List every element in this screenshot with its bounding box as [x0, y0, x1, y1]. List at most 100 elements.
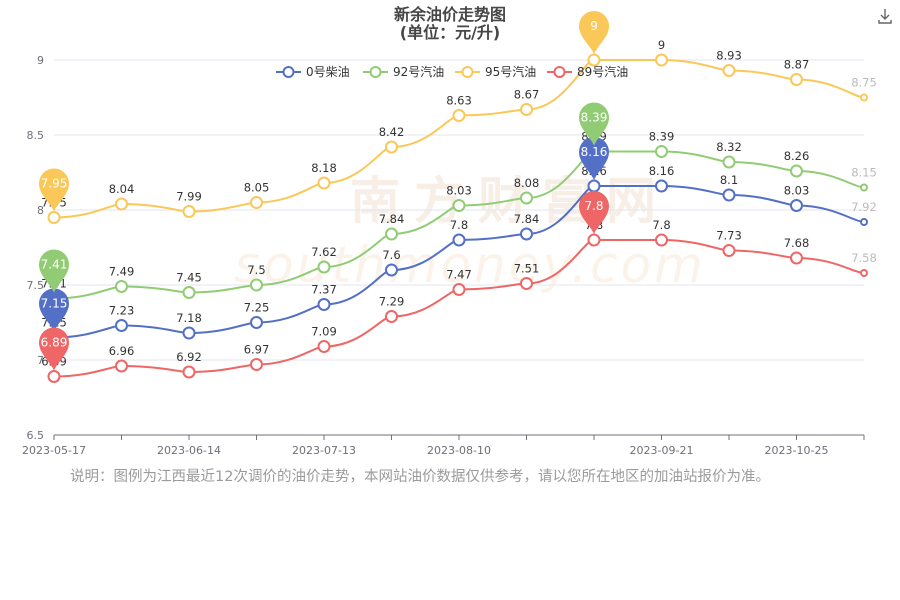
data-label: 8.63	[446, 94, 472, 108]
data-label: 7.58	[851, 251, 877, 265]
pin-label: 8.16	[581, 145, 608, 159]
data-point	[587, 179, 601, 193]
y-tick-label: 7	[37, 354, 44, 367]
legend[interactable]: 0号柴油 92号汽油 95号汽油 89号汽油	[276, 64, 628, 79]
data-point	[520, 191, 533, 205]
data-point	[182, 365, 196, 379]
data-label: 7.99	[176, 190, 202, 204]
data-point	[317, 298, 331, 311]
data-point	[115, 197, 128, 211]
legend-marker	[282, 66, 295, 78]
data-point	[722, 155, 736, 169]
pin-shape	[579, 137, 609, 180]
pin-label: 9	[590, 19, 598, 33]
data-point	[655, 53, 668, 67]
data-point	[452, 233, 466, 247]
mark-point-pin: 6.89	[39, 327, 69, 371]
data-label: 7.49	[109, 265, 135, 279]
data-point	[452, 283, 466, 296]
data-point	[385, 263, 398, 277]
watermark-en: southmoney.com	[234, 236, 706, 294]
data-label: 7.29	[379, 295, 405, 309]
data-label: 8.93	[716, 49, 742, 63]
data-label: 7.09	[311, 325, 337, 339]
data-label: 7.51	[514, 262, 540, 276]
chart-note: 说明：图例为江西最近12次调价的油价走势，本网站油价数据仅供参考，请以您所在地区…	[70, 469, 770, 485]
pin-shape	[39, 288, 69, 332]
data-label: 7.47	[446, 268, 472, 282]
data-label: 8.03	[446, 184, 472, 198]
x-tick-label: 2023-08-10	[427, 444, 491, 457]
legend-item-1[interactable]: 92号汽油	[363, 64, 444, 79]
data-point	[317, 176, 331, 190]
legend-marker	[461, 66, 474, 78]
x-tick-label: 2023-09-21	[630, 444, 694, 457]
data-point	[250, 358, 263, 371]
data-label: 8.04	[109, 182, 135, 196]
data-point	[860, 183, 868, 192]
mark-point-pin: 7.15	[39, 288, 69, 332]
pin-shape	[39, 327, 69, 371]
y-tick-label: 9	[37, 54, 44, 67]
data-point	[47, 211, 61, 224]
legend-label: 0号柴油	[306, 65, 350, 79]
y-tick-label: 8	[37, 204, 44, 217]
data-point	[520, 227, 533, 241]
legend-label: 92号汽油	[393, 64, 444, 79]
data-label: 8.87	[784, 58, 810, 72]
data-label: 6.92	[176, 350, 202, 364]
pin-shape	[579, 191, 609, 234]
pin-label: 8.39	[581, 111, 608, 125]
data-point	[182, 205, 196, 218]
mark-point-pin: 8.39	[579, 102, 609, 146]
data-point	[722, 188, 736, 202]
mark-point-pin: 7.41	[39, 249, 69, 293]
pin-shape	[579, 102, 609, 146]
y-tick-label: 6.5	[27, 429, 45, 442]
data-label: 7.62	[311, 245, 337, 259]
data-point	[250, 278, 263, 292]
data-label: 7.84	[379, 212, 405, 226]
data-label: 8.67	[514, 88, 540, 102]
data-point	[385, 227, 398, 241]
chart-title: 新余油价走势图	[394, 5, 506, 24]
data-point	[317, 260, 331, 274]
pin-label: 7.95	[41, 177, 68, 191]
data-label: 7.37	[311, 283, 337, 297]
download-icon[interactable]	[878, 9, 892, 24]
data-label: 6.97	[244, 343, 270, 357]
data-label: 8.03	[784, 184, 810, 198]
data-label: 8.16	[649, 164, 675, 178]
data-point	[722, 244, 736, 257]
legend-item-2[interactable]: 95号汽油	[455, 64, 536, 79]
legend-item-3[interactable]: 89号汽油	[547, 64, 628, 79]
data-point	[385, 310, 398, 323]
mark-point-pin: 7.95	[39, 168, 69, 212]
data-point	[860, 269, 868, 277]
data-point	[790, 164, 803, 178]
data-label: 7.92	[851, 200, 877, 214]
mark-point-pin: 7.8	[579, 191, 609, 234]
data-point	[860, 218, 868, 226]
data-label: 7.84	[514, 212, 540, 226]
data-label: 8.05	[244, 181, 270, 195]
pin-shape	[39, 249, 69, 293]
data-label: 8.15	[851, 166, 877, 180]
legend-label: 95号汽油	[485, 64, 536, 79]
mark-points: 7.15 8.16 7.41 8.39 7.95 9 6.89 7.8	[39, 11, 609, 371]
data-label: 7.73	[716, 229, 742, 243]
data-point	[655, 145, 668, 158]
chart-subtitle: (单位：元/升)	[400, 23, 500, 42]
x-tick-label: 2023-06-14	[157, 444, 221, 457]
data-label: 8.08	[514, 176, 540, 190]
y-axis: 6.5 7 7.5 8 8.5 9	[27, 54, 45, 442]
data-point	[520, 103, 533, 116]
data-point	[182, 326, 196, 340]
x-tick-label: 2023-07-13	[292, 444, 356, 457]
legend-item-0[interactable]: 0号柴油	[276, 65, 350, 79]
data-label: 7.68	[784, 236, 810, 250]
x-tick-label: 2023-10-25	[765, 444, 829, 457]
data-point	[47, 370, 61, 383]
data-point	[182, 286, 196, 299]
